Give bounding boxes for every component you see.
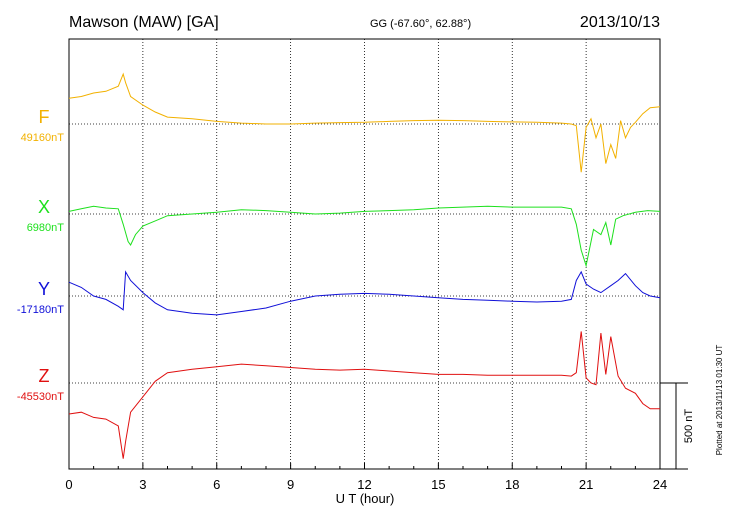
x-tick-label-24: 24 — [653, 477, 667, 492]
x-ticks: 0 3 6 9 12 15 18 21 24 — [65, 463, 667, 492]
component-label-Z: Z — [39, 366, 50, 386]
x-tick-label-6: 6 — [213, 477, 220, 492]
baseline-value-Y: -17180nT — [17, 304, 64, 316]
baseline-value-Z: -45530nT — [17, 391, 64, 403]
component-labels: F 49160nT X 6980nT Y -17180nT Z -45530nT — [17, 107, 64, 403]
series-line-X — [68, 205, 661, 268]
scale-bar-label: 500 nT — [683, 409, 695, 444]
series-line-Z — [68, 331, 660, 459]
series-line-Y — [68, 270, 661, 316]
x-tick-label-15: 15 — [431, 477, 445, 492]
component-label-Y: Y — [38, 279, 50, 299]
coordinates-label: GG (-67.60°, 62.88°) — [370, 18, 471, 30]
date-label: 2013/10/13 — [580, 14, 660, 31]
series-line-F — [68, 72, 661, 173]
component-label-F: F — [39, 107, 50, 127]
x-tick-label-9: 9 — [287, 477, 294, 492]
grid — [69, 39, 660, 469]
plotted-timestamp: Plotted at 2013/11/13 01:30 UT — [715, 345, 724, 456]
component-label-X: X — [38, 197, 50, 217]
baseline-value-X: 6980nT — [27, 222, 65, 234]
scale-bar: 500 nT — [660, 382, 695, 470]
x-tick-label-12: 12 — [357, 477, 371, 492]
x-tick-label-0: 0 — [65, 477, 72, 492]
x-tick-label-18: 18 — [505, 477, 519, 492]
x-tick-label-21: 21 — [579, 477, 593, 492]
baseline-value-F: 49160nT — [21, 132, 65, 144]
x-axis-label: U T (hour) — [336, 491, 395, 506]
x-tick-label-3: 3 — [139, 477, 146, 492]
station-title: Mawson (MAW) [GA] — [69, 14, 219, 31]
series-group — [68, 72, 661, 459]
plot-frame — [68, 38, 661, 470]
